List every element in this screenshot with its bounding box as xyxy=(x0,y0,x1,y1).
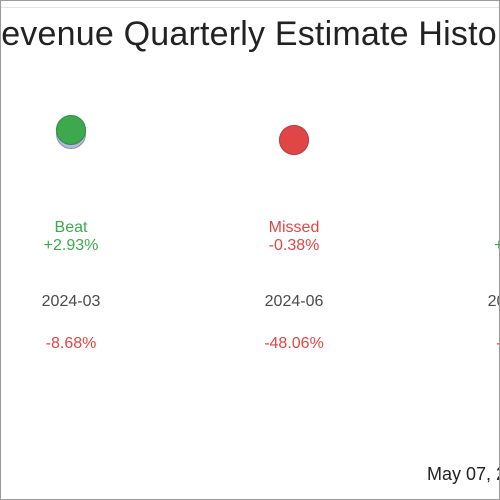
surprise-label: -0.38% xyxy=(268,237,320,254)
yoy-change-label: -48.06% xyxy=(264,335,324,352)
surprise-label: +2.93% xyxy=(43,237,99,254)
period-label: 2024-06 xyxy=(264,293,324,310)
beat-marker xyxy=(56,115,86,145)
yoy-change-label: -8.68% xyxy=(45,335,97,352)
yoy-change-label: -7.5% xyxy=(447,335,499,353)
result-label: Beat xyxy=(447,219,499,237)
footer-date: May 07, 2025 xyxy=(427,464,499,484)
missed-marker xyxy=(279,125,309,155)
surprise-label: +2.1% xyxy=(447,237,499,255)
chart-title: Revenue Quarterly Estimate History xyxy=(0,15,500,53)
result-label: Beat xyxy=(54,219,88,236)
period-label: 2024-03 xyxy=(41,293,101,310)
top-border xyxy=(1,1,499,8)
result-label: Missed xyxy=(268,219,320,236)
period-label: 2024-09 xyxy=(487,293,499,310)
